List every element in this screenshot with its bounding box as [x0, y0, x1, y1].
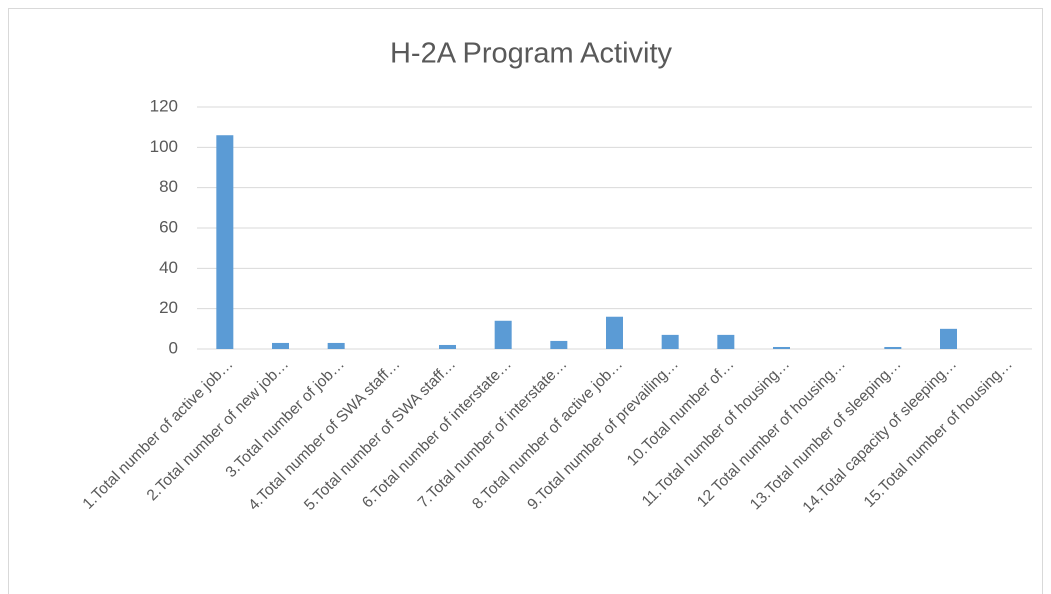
bar — [327, 342, 345, 349]
y-tick-label: 120 — [150, 96, 178, 115]
y-tick-label: 20 — [159, 298, 178, 317]
bar — [550, 340, 568, 349]
chart-title: H-2A Program Activity — [390, 38, 673, 70]
y-tick-label: 100 — [150, 137, 178, 156]
y-tick-label: 80 — [159, 177, 178, 196]
bar — [940, 328, 957, 349]
bar — [661, 334, 679, 349]
bar — [272, 342, 289, 349]
y-tick-label: 60 — [159, 217, 178, 236]
bar — [773, 346, 790, 349]
y-tick-label: 0 — [169, 338, 178, 357]
bar — [439, 344, 456, 349]
bar — [884, 346, 902, 349]
y-tick-label: 40 — [159, 258, 178, 277]
bar — [216, 135, 234, 349]
bar — [717, 334, 735, 349]
bar — [606, 316, 623, 349]
chart-frame — [8, 8, 1043, 594]
bar — [494, 320, 512, 349]
